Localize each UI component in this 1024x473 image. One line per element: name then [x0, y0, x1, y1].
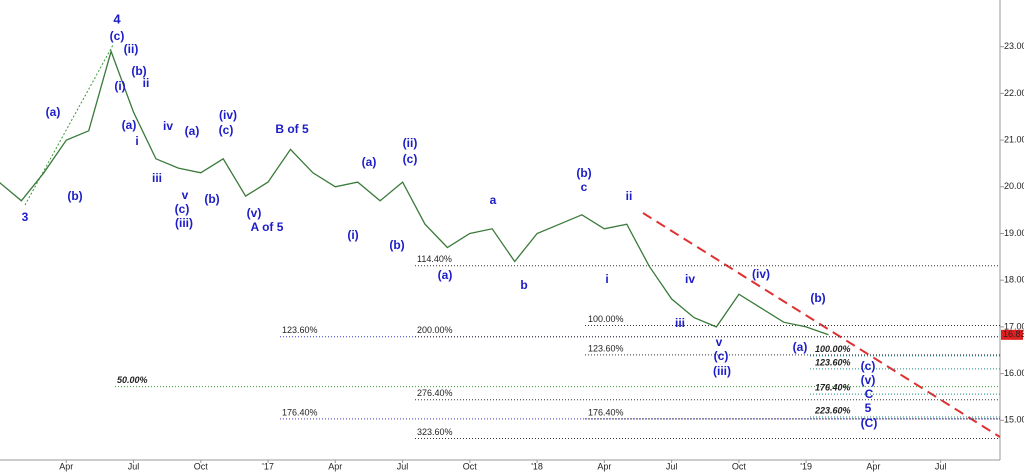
wave-label: (iv) [219, 108, 237, 122]
y-tick-label: 19.00 [1004, 228, 1024, 238]
x-tick-label: Apr [59, 461, 73, 471]
x-tick-label: '17 [262, 461, 274, 471]
wave-label: (b) [576, 166, 591, 180]
x-tick-label: Oct [194, 461, 209, 471]
y-tick-label: 21.00 [1004, 134, 1024, 144]
wave-label: (c) [110, 29, 125, 43]
wave-label: (C) [861, 416, 878, 430]
wave-label: (a) [122, 118, 137, 132]
wave-label: (a) [46, 105, 61, 119]
wave-label: (ii) [403, 136, 418, 150]
fib-label: 100.00% [588, 314, 624, 324]
fib-label: 176.40% [815, 383, 851, 393]
wave-connector [24, 44, 114, 206]
fib-label: 114.40% [417, 254, 452, 264]
y-tick-label: 17.00 [1004, 321, 1024, 331]
wave-label: b [520, 278, 527, 292]
x-tick-label: '19 [800, 461, 812, 471]
y-tick-label: 23.00 [1004, 41, 1024, 51]
wave-label: (a) [185, 124, 200, 138]
x-tick-label: Apr [597, 461, 611, 471]
fib-label: 323.60% [417, 427, 453, 437]
wave-label: (i) [114, 79, 125, 93]
fib-label: 123.60% [588, 343, 624, 353]
fib-label: 223.60% [814, 405, 851, 415]
wave-label: ii [626, 189, 633, 203]
price-line [0, 49, 829, 336]
wave-label: (ii) [124, 42, 139, 56]
y-tick-label: 20.00 [1004, 181, 1024, 191]
wave-label: A of 5 [251, 220, 284, 234]
wave-label: iii [152, 171, 162, 185]
wave-label: (b) [131, 64, 146, 78]
wave-label: 4 [113, 11, 121, 26]
last-price-label: 16.83 [1003, 329, 1024, 339]
fib-label: 50.00% [117, 375, 148, 385]
x-tick-label: '18 [531, 461, 543, 471]
wave-label: ii [143, 76, 150, 90]
wave-label: (i) [347, 228, 358, 242]
wave-label: (v) [247, 206, 262, 220]
fib-label: 176.40% [588, 407, 624, 417]
wave-label: (a) [438, 268, 453, 282]
y-tick-label: 18.00 [1004, 275, 1024, 285]
x-tick-label: Oct [732, 461, 747, 471]
y-tick-label: 22.00 [1004, 88, 1024, 98]
x-tick-label: Apr [866, 461, 880, 471]
wave-label: 5 [865, 401, 872, 415]
wave-label: iv [685, 272, 695, 286]
wave-label: (b) [67, 189, 82, 203]
fib-label: 123.60% [815, 357, 851, 367]
wave-label: a [490, 193, 497, 207]
wave-label: (iii) [713, 364, 731, 378]
wave-label: iv [163, 119, 173, 133]
wave-label: (a) [362, 155, 377, 169]
wave-label: 3 [22, 210, 29, 224]
x-tick-label: Jul [666, 461, 678, 471]
wave-label: (b) [204, 192, 219, 206]
x-tick-label: Jul [935, 461, 947, 471]
wave-label: (b) [810, 291, 825, 305]
wave-label: (a) [793, 340, 808, 354]
wave-label: (iii) [175, 216, 193, 230]
x-tick-label: Jul [397, 461, 409, 471]
last-price-tag [1001, 329, 1023, 340]
wave-label: iii [675, 316, 685, 330]
wave-label: (b) [389, 238, 404, 252]
wave-label: (c) [219, 123, 234, 137]
fib-label: 176.40% [282, 407, 318, 417]
wave-label: v [716, 335, 723, 349]
y-tick-label: 16.00 [1004, 368, 1024, 378]
wave-label: C [865, 387, 874, 401]
wave-label: (iv) [752, 267, 770, 281]
fib-label: 123.60% [282, 325, 318, 335]
wave-label: v [182, 188, 189, 202]
x-tick-label: Oct [463, 461, 478, 471]
wave-label: c [581, 180, 588, 194]
wave-label: i [135, 134, 138, 148]
fib-label: 100.00% [815, 344, 851, 354]
y-tick-label: 15.00 [1004, 415, 1024, 425]
wave-label: (c) [403, 152, 418, 166]
fib-label: 200.00% [417, 325, 453, 335]
wave-label: (c) [175, 202, 190, 216]
x-tick-label: Jul [128, 461, 140, 471]
wave-label: (c) [714, 349, 729, 363]
x-tick-label: Apr [328, 461, 342, 471]
fib-label: 276.40% [417, 388, 453, 398]
trend-line [642, 212, 1001, 438]
wave-label: (c) [861, 359, 876, 373]
wave-label: (v) [861, 373, 876, 387]
wave-label: B of 5 [275, 122, 309, 136]
wave-label: i [605, 272, 608, 286]
